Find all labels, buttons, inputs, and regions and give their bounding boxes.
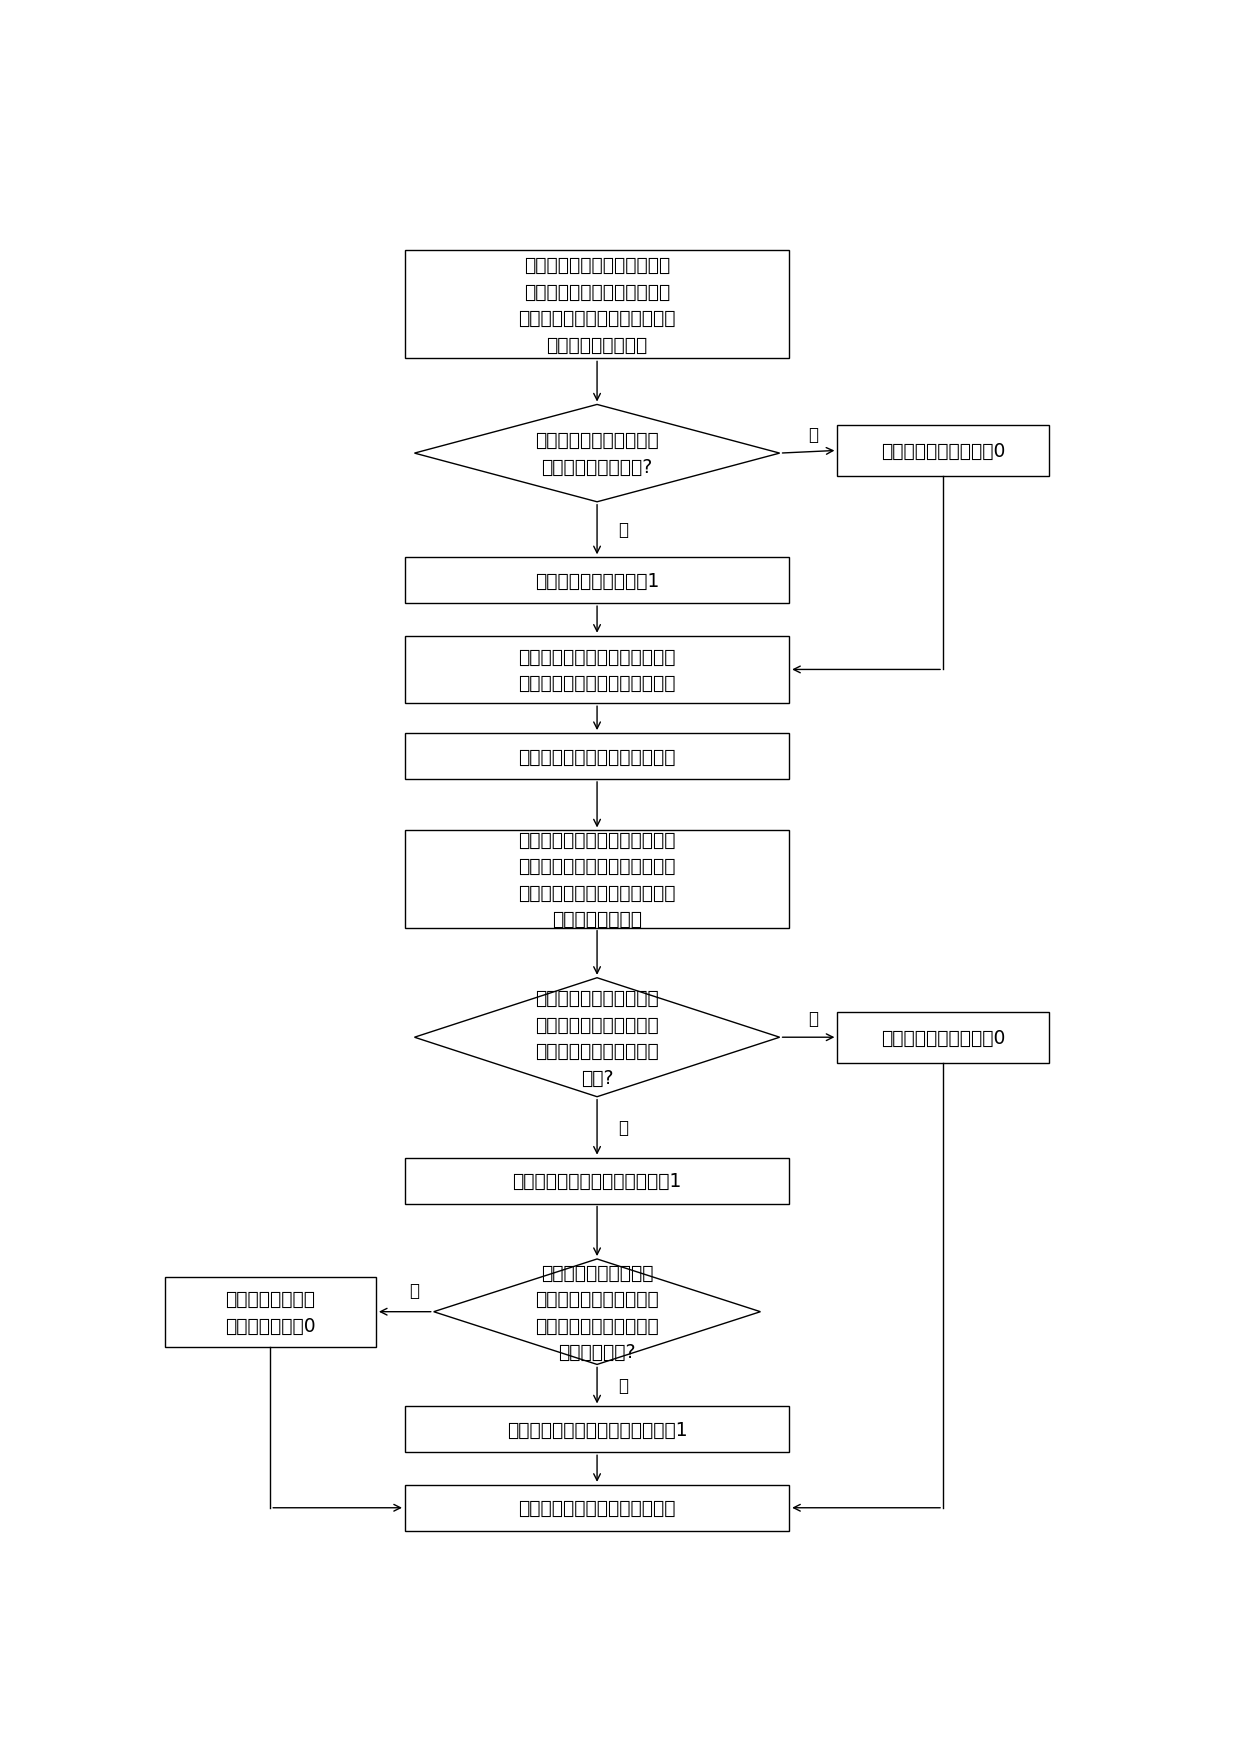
Text: 星地链路的卫星因子为0: 星地链路的卫星因子为0 [880, 442, 1006, 460]
Text: 本时隙的星间链路的卫星因子为1: 本时隙的星间链路的卫星因子为1 [512, 1171, 682, 1190]
Text: 是: 是 [619, 1376, 629, 1395]
FancyBboxPatch shape [404, 1158, 789, 1204]
Text: 下一时隙的星间链路的卫星因子为1: 下一时隙的星间链路的卫星因子为1 [507, 1420, 687, 1439]
FancyBboxPatch shape [837, 425, 1049, 477]
FancyBboxPatch shape [404, 1406, 789, 1453]
Text: 计算星间链路集合中链路的价值: 计算星间链路集合中链路的价值 [518, 1499, 676, 1518]
FancyBboxPatch shape [404, 830, 789, 928]
Text: 星间链路的卫星因子为0: 星间链路的卫星因子为0 [880, 1028, 1006, 1048]
FancyBboxPatch shape [404, 1485, 789, 1530]
Text: 是: 是 [619, 521, 629, 539]
FancyBboxPatch shape [404, 251, 789, 360]
Polygon shape [414, 405, 780, 502]
Text: 否: 否 [808, 1009, 818, 1028]
Polygon shape [414, 978, 780, 1097]
FancyBboxPatch shape [404, 734, 789, 779]
Text: 是: 是 [619, 1118, 629, 1137]
Text: 计算星地链路集合中链路的价值: 计算星地链路集合中链路的价值 [518, 748, 676, 765]
FancyBboxPatch shape [404, 637, 789, 704]
Text: 根据下一时隙的网络拓
扑，判断上述星间链路的
卫星节点在下一时隙是否
存在星地链路?: 根据下一时隙的网络拓 扑，判断上述星间链路的 卫星节点在下一时隙是否 存在星地链… [536, 1264, 658, 1362]
FancyBboxPatch shape [165, 1278, 376, 1348]
Polygon shape [434, 1260, 760, 1365]
Text: 根据无冲突调度的星地链
路集合，判断某星间链路
的卫星节点是否存在星地
链路?: 根据无冲突调度的星地链 路集合，判断某星间链路 的卫星节点是否存在星地 链路? [536, 988, 658, 1086]
Text: 根据当前时隙网络拓扑，构造星
地链路冲突图，并求此冲突图对
应的最大独立集，获得无冲突调
度的星地链路集合: 根据当前时隙网络拓扑，构造星 地链路冲突图，并求此冲突图对 应的最大独立集，获得… [518, 830, 676, 928]
Text: 计算该星地链路中的卫星节点在
本时隙初始时刻的能量状态因子: 计算该星地链路中的卫星节点在 本时隙初始时刻的能量状态因子 [518, 648, 676, 693]
Text: 否: 否 [409, 1281, 419, 1299]
Text: 否: 否 [808, 426, 818, 444]
Text: 下一时隙的星间链
路的卫星因子为0: 下一时隙的星间链 路的卫星因子为0 [224, 1290, 316, 1336]
FancyBboxPatch shape [837, 1013, 1049, 1064]
FancyBboxPatch shape [404, 558, 789, 604]
Text: 判断某星地链路的卫星节
点是否存在星间链路?: 判断某星地链路的卫星节 点是否存在星间链路? [536, 432, 658, 477]
Text: 星地链路的卫星因子为1: 星地链路的卫星因子为1 [534, 572, 660, 590]
Text: 地面控制中心获取当前时隙中
卫星节点的能量状态、存储状
态、观测业务数据量以及本时隙
和下一时隙网络拓扑: 地面控制中心获取当前时隙中 卫星节点的能量状态、存储状 态、观测业务数据量以及本… [518, 256, 676, 355]
